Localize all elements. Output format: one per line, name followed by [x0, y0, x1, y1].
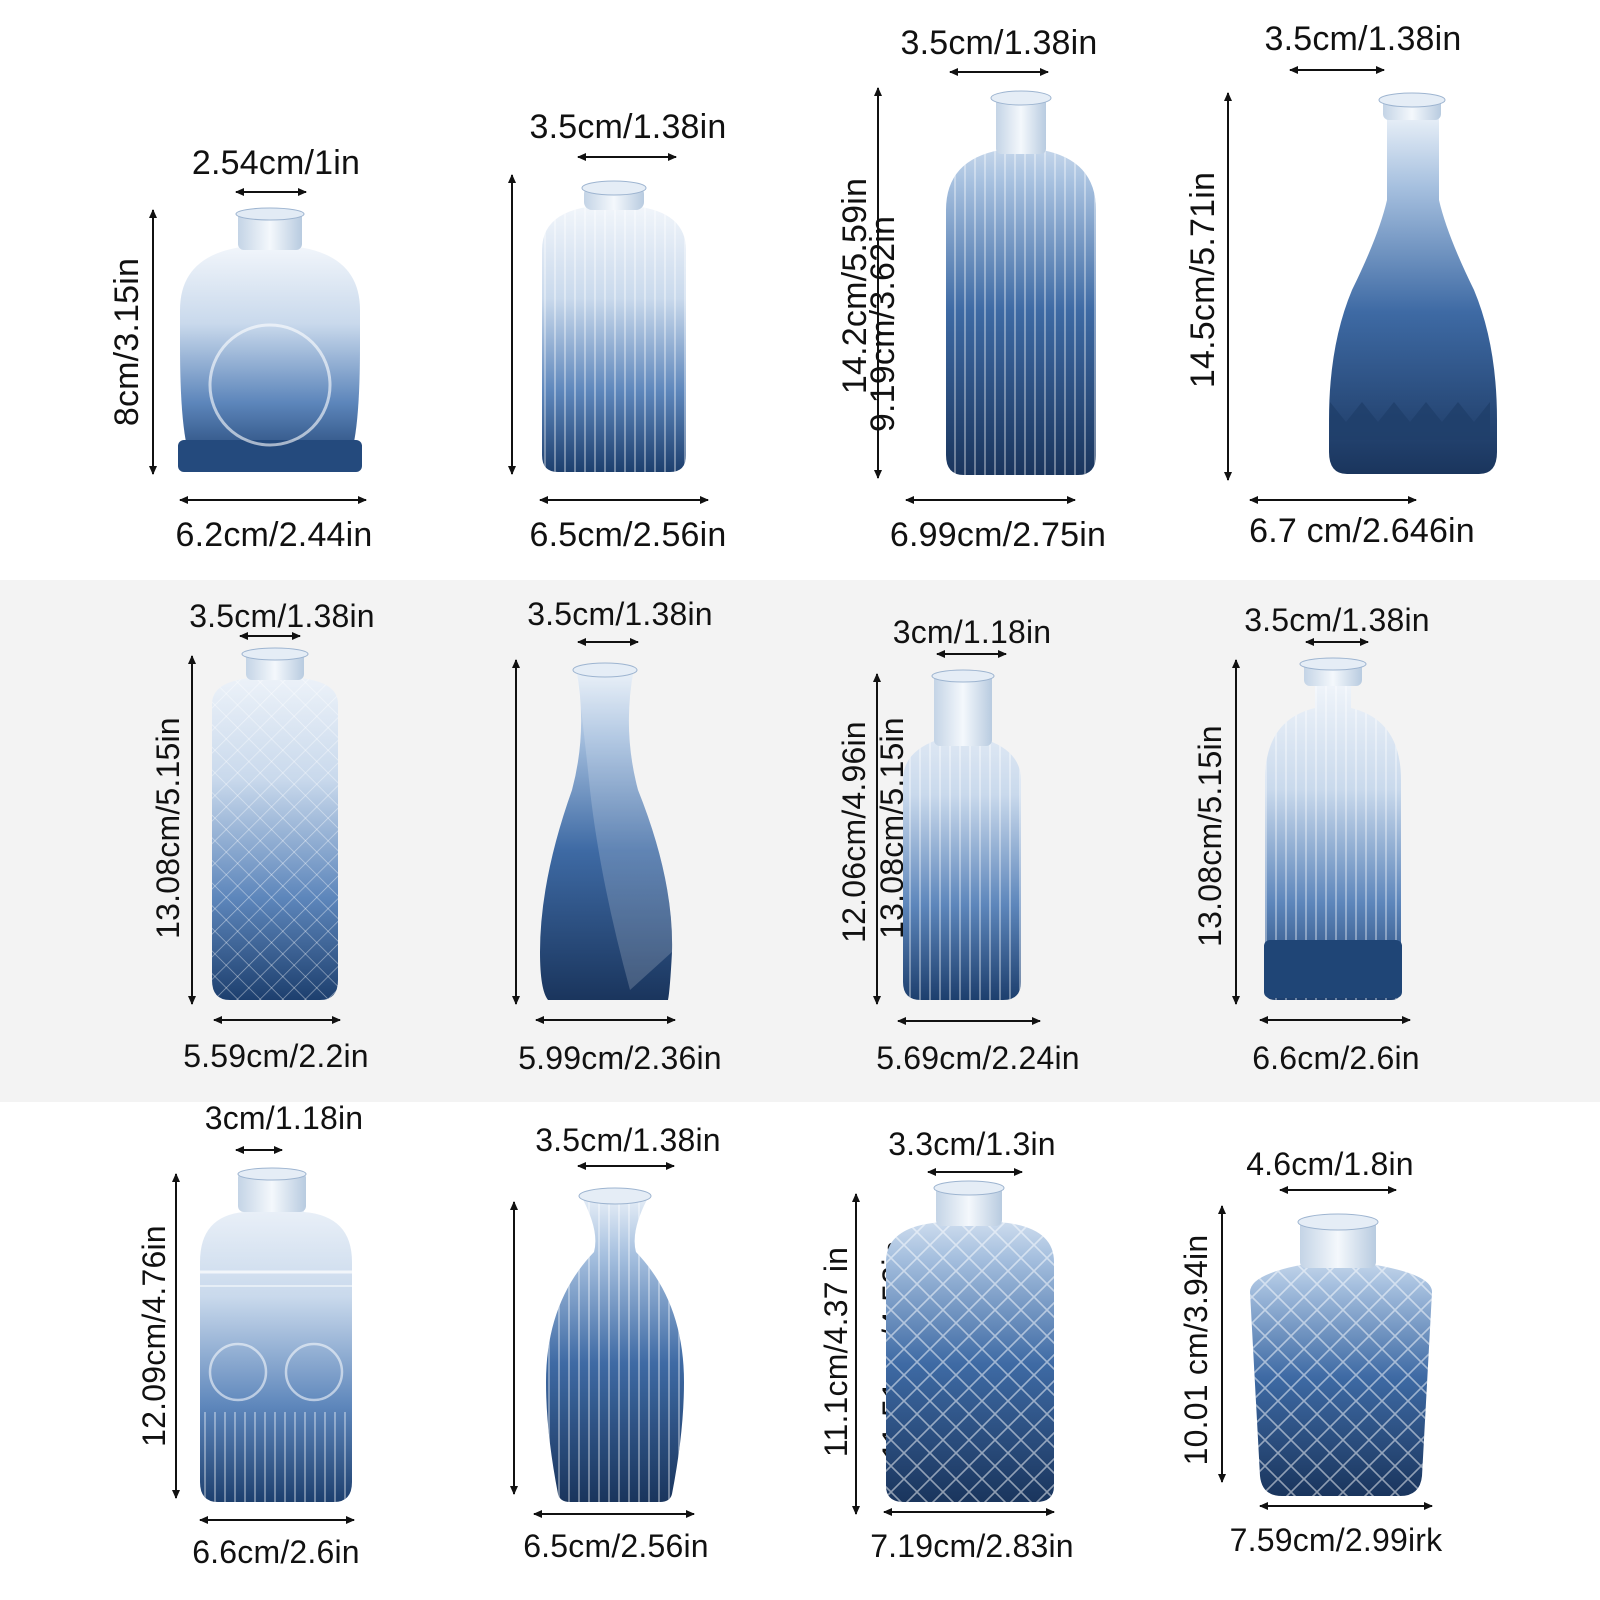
height-dimension-label-11: 11.1cm/4.37 in	[818, 1246, 854, 1458]
vase-illustration-6	[512, 638, 676, 1024]
top-dimension-label-4: 3.5cm/1.38in	[1264, 20, 1462, 58]
height-dimension-label-12: 10.01 cm/3.94in	[1178, 1234, 1214, 1466]
vase-item-7: 3cm/1.18in 12.06cm/4.96in 5.69cm/2.24in	[800, 580, 1200, 1102]
vase-item-10: 3.5cm/1.38in 11.51cm/4.53in 6.5cm/2.56in	[400, 1102, 912, 1600]
vase-item-11: 3.3cm/1.3in 11.1cm/4.37 in 7.19cm/2.83in	[800, 1102, 1200, 1600]
top-dimension-label-3: 3.5cm/1.38in	[900, 24, 1098, 62]
top-dimension-label-7: 3cm/1.18in	[892, 614, 1052, 650]
width-dimension-label-3: 6.99cm/2.75in	[889, 516, 1107, 554]
vase-illustration-5	[188, 632, 341, 1024]
width-dimension-label-8: 6.6cm/2.6in	[1252, 1040, 1420, 1076]
width-dimension-label-12: 7.59cm/2.99irk	[1229, 1522, 1443, 1558]
height-dimension-label-8: 13.08cm/5.15in	[1192, 725, 1228, 947]
top-dimension-label-6: 3.5cm/1.38in	[527, 596, 713, 632]
width-dimension-label-6: 5.99cm/2.36in	[518, 1040, 722, 1076]
width-dimension-label-1: 6.2cm/2.44in	[175, 516, 373, 554]
top-dimension-label-2: 3.5cm/1.38in	[529, 108, 727, 146]
height-dimension-label-1: 8cm/3.15in	[108, 257, 146, 427]
vase-item-8: 3.5cm/1.38in 13.08cm/5.15in 6.6cm/2.6in	[1192, 580, 1600, 1102]
vase-illustration-2	[508, 153, 709, 504]
vase-item-1: 2.54cm/1in 8cm/3.15in 6.2cm/2.44in	[0, 0, 400, 580]
top-dimension-label-1: 2.54cm/1in	[191, 144, 361, 182]
top-dimension-label-12: 4.6cm/1.8in	[1246, 1146, 1414, 1182]
top-dimension-label-11: 3.3cm/1.3in	[888, 1126, 1056, 1162]
height-dimension-label-3: 14.2cm/5.59in	[836, 177, 874, 395]
width-dimension-label-2: 6.5cm/2.56in	[529, 516, 727, 554]
top-dimension-label-8: 3.5cm/1.38in	[1244, 602, 1430, 638]
width-dimension-label-10: 6.5cm/2.56in	[523, 1528, 709, 1564]
vase-item-3: 3.5cm/1.38in 14.2cm/5.59in 6.99cm/2.75in	[800, 0, 1200, 580]
vase-illustration-10	[510, 1162, 695, 1518]
vase-illustration-7	[873, 650, 1041, 1025]
vase-illustration-12	[1218, 1186, 1433, 1510]
vase-illustration-9	[172, 1146, 355, 1524]
height-dimension-label-4: 14.5cm/5.71in	[1184, 171, 1222, 389]
vase-item-12: 4.6cm/1.8in 10.01 cm/3.94in 7.59cm/2.99i…	[1178, 1102, 1600, 1600]
width-dimension-label-5: 5.59cm/2.2in	[183, 1038, 369, 1074]
vase-item-9: 3cm/1.18in 12.09cm/4.76in 6.6cm/2.6in	[0, 1102, 400, 1600]
top-dimension-label-10: 3.5cm/1.38in	[535, 1122, 721, 1158]
height-dimension-label-7: 12.06cm/4.96in	[836, 721, 872, 943]
vase-illustration-3	[874, 68, 1096, 504]
vase-illustration-1	[149, 188, 367, 504]
vase-item-2: 3.5cm/1.38in 9.19cm/3.62in 6.5cm/2.56in	[400, 0, 902, 580]
top-dimension-label-5: 3.5cm/1.38in	[189, 598, 375, 634]
vase-item-6: 3.5cm/1.38in 13.08cm/5.15in 5.99cm/2.36i…	[400, 580, 910, 1102]
vase-item-5: 3.5cm/1.38in 13.08cm/5.15in 5.59cm/2.2in	[0, 580, 400, 1102]
width-dimension-label-11: 7.19cm/2.83in	[870, 1528, 1074, 1564]
vase-illustration-4	[1224, 66, 1497, 504]
height-dimension-label-9: 12.09cm/4.76in	[136, 1225, 172, 1447]
vase-item-4: 3.5cm/1.38in 14.5cm/5.71in 6.7 cm/2.646i…	[1184, 0, 1600, 580]
width-dimension-label-7: 5.69cm/2.24in	[876, 1040, 1080, 1076]
height-dimension-label-5: 13.08cm/5.15in	[150, 717, 186, 939]
width-dimension-label-9: 6.6cm/2.6in	[192, 1534, 360, 1570]
vase-illustration-8	[1232, 638, 1411, 1024]
vase-illustration-11	[852, 1168, 1055, 1516]
width-dimension-label-4: 6.7 cm/2.646in	[1249, 512, 1475, 550]
top-dimension-label-9: 3cm/1.18in	[204, 1100, 364, 1136]
